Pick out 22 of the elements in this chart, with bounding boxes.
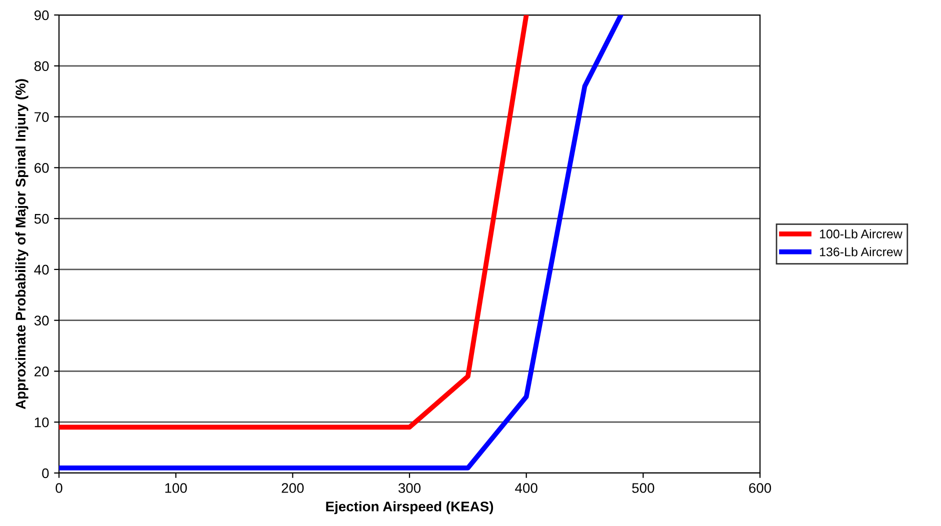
x-tick-label: 500 [632,483,654,493]
y-tick-label: 80 [34,61,49,72]
y-tick-label: 10 [34,417,49,428]
y-tick-label: 30 [34,316,49,326]
y-tick-label: 60 [34,163,49,173]
x-tick-label: 600 [749,483,772,493]
y-axis-title: Approximate Probability of Major Spinal Injury (%) [15,79,28,410]
x-tick-label: 100 [165,483,187,493]
y-tick-label: 70 [34,112,49,122]
x-tick-label: 200 [282,483,304,493]
line-series [59,15,624,470]
y-tick-label: 50 [34,214,49,224]
y-tick-label: 0 [42,468,49,478]
y-tick-label: 40 [34,264,49,275]
y-tick-label: 20 [34,366,49,376]
y-tick-label: 90 [34,10,49,20]
x-tick-label: 0 [56,483,62,493]
x-tick-label: 300 [398,483,421,493]
legend-label: 136-Lb Aircrew [820,247,902,256]
x-axis-title: Ejection Airspeed (KEAS) [326,501,494,514]
legend-label: 100-Lb Aircrew [820,229,902,238]
x-tick-label: 400 [515,483,538,493]
